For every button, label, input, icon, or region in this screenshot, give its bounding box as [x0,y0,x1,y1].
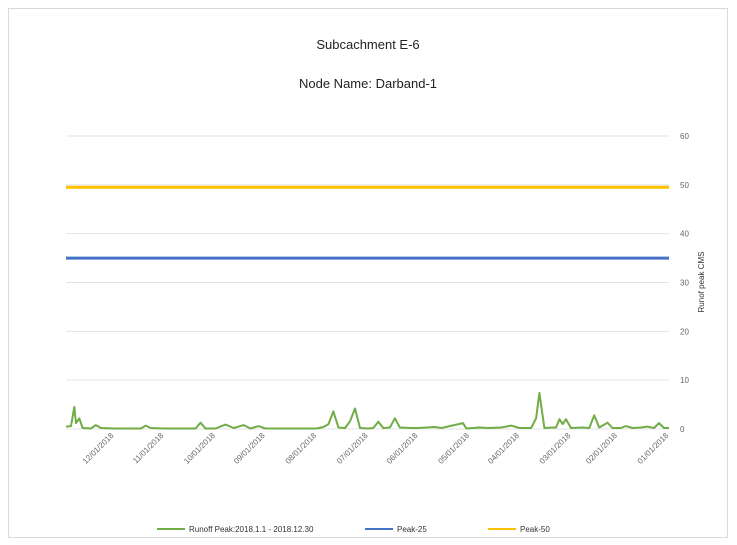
x-tick-label: 11/01/2018 [131,431,166,466]
series-line-runoff-peak-2018-1-1-2018-12-30 [65,391,669,430]
legend: Runoff Peak:2018.1.1 - 2018.12.30 Peak-25… [157,525,550,534]
chart-frame: Subcachment E-6 Node Name: Darband-1 60 5… [8,8,728,538]
x-tick-label: 10/01/2018 [182,431,217,466]
x-tick-label: 07/01/2018 [335,431,370,466]
y-tick-label: 30 [680,279,689,288]
x-tick-label: 05/01/2018 [436,431,471,466]
x-tick-labels: 12/01/2018 11/01/2018 10/01/2018 09/01/2018… [81,431,671,466]
y-tick-label: 10 [680,376,689,385]
x-tick-label: 02/01/2018 [584,431,619,466]
y-axis-title: Runof peak CMS [697,252,706,313]
y-tick-label: 60 [680,132,689,141]
y-tick-label: 0 [680,425,685,434]
legend-label: Peak-50 [520,525,550,534]
x-tick-label: 09/01/2018 [232,431,267,466]
series-layer [65,185,669,430]
y-tick-label: 20 [680,327,689,336]
x-tick-label: 03/01/2018 [538,431,573,466]
grid-lines [66,135,669,430]
x-tick-label: 01/01/2018 [636,431,671,466]
y-tick-labels: 60 50 40 30 20 10 0 [680,132,689,434]
x-tick-label: 06/01/2018 [385,431,420,466]
x-tick-label: 08/01/2018 [284,431,319,466]
x-tick-label: 12/01/2018 [81,431,116,466]
chart-title: Subcachment E-6 [316,37,420,52]
legend-label: Runoff Peak:2018.1.1 - 2018.12.30 [189,525,314,534]
legend-label: Peak-25 [397,525,427,534]
x-tick-label: 04/01/2018 [486,431,521,466]
y-tick-label: 40 [680,230,689,239]
chart-subtitle: Node Name: Darband-1 [298,76,438,91]
y-tick-label: 50 [680,181,689,190]
chart-canvas: 60 50 40 30 20 10 0 12/01/2018 11/01/2018 10/01/… [65,132,706,534]
